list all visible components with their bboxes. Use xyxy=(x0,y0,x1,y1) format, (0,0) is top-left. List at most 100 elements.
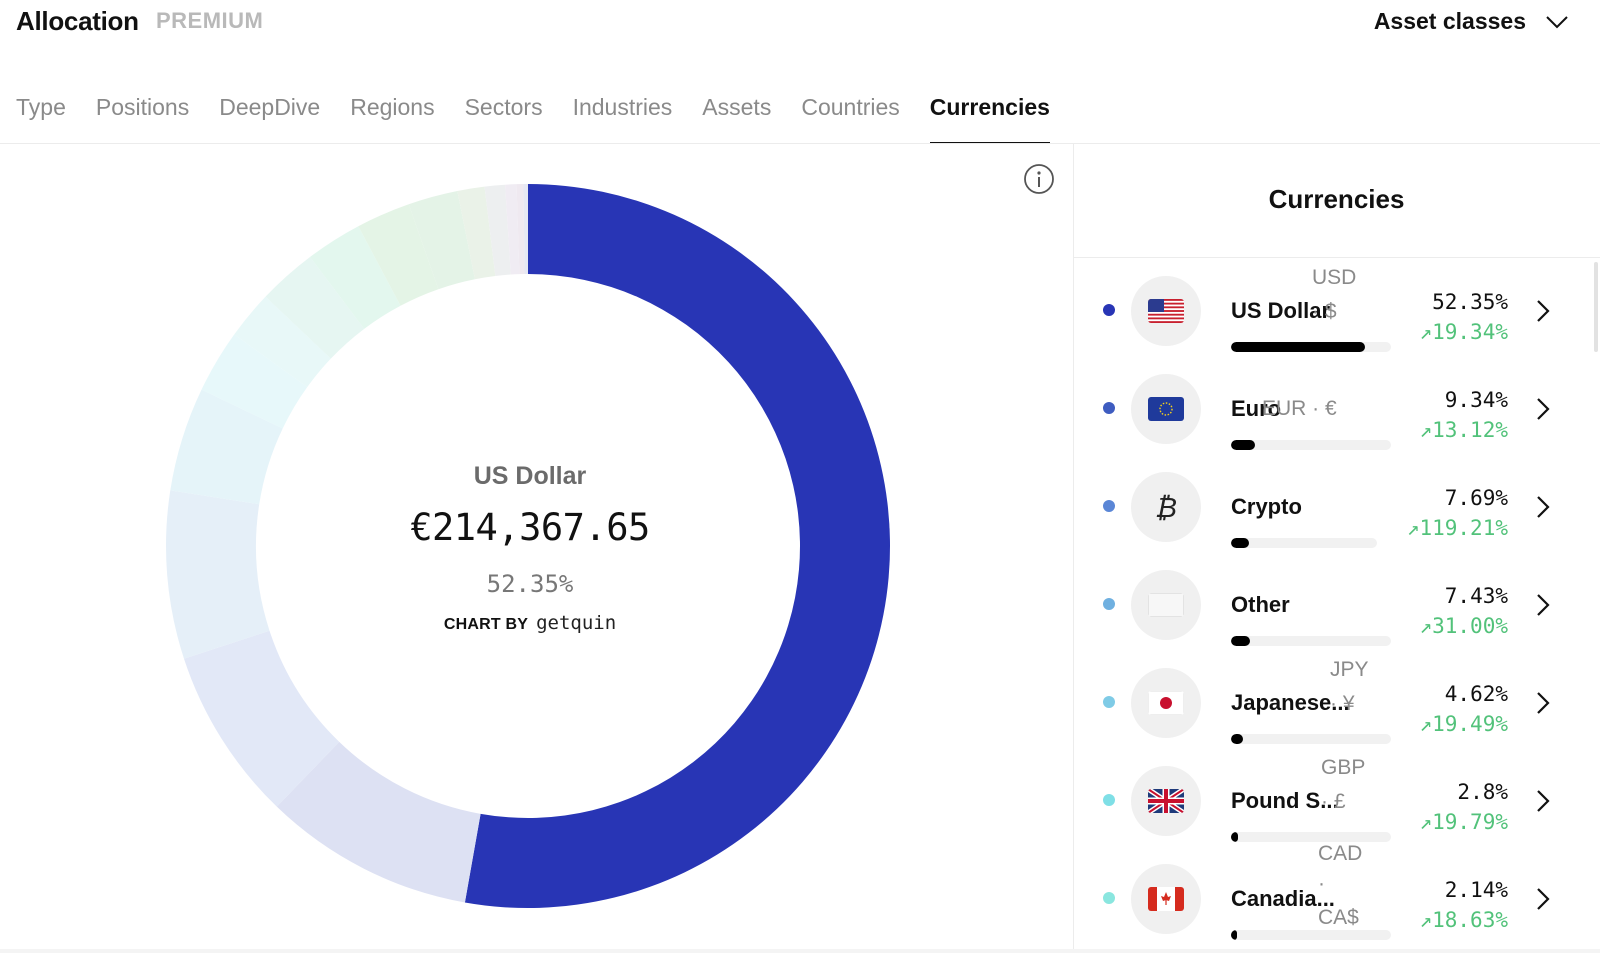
chevron-right-icon[interactable] xyxy=(1533,298,1553,324)
allocation-percent: 2.8% xyxy=(1457,780,1508,804)
donut-slice-4[interactable] xyxy=(165,490,270,659)
currency-name: Crypto xyxy=(1231,494,1302,519)
performance-change: ↗19.49% xyxy=(1419,712,1508,736)
chevron-right-icon[interactable] xyxy=(1533,788,1553,814)
donut-slice-15[interactable] xyxy=(516,184,525,275)
donut-slice-1[interactable] xyxy=(464,184,890,909)
donut-slice-7[interactable] xyxy=(234,296,331,388)
chevron-right-icon[interactable] xyxy=(1533,396,1553,422)
page-title: Allocation xyxy=(16,6,139,36)
chevron-right-icon[interactable] xyxy=(1533,592,1553,618)
currency-name: US Dollar xyxy=(1231,298,1331,323)
allocation-bar-fill xyxy=(1231,538,1249,548)
currency-symbol: CA$ xyxy=(1318,906,1359,929)
currency-avatar xyxy=(1131,864,1201,934)
tab-sectors[interactable]: Sectors xyxy=(464,94,543,120)
donut-slice-5[interactable] xyxy=(170,389,283,505)
allocation-percent: 7.43% xyxy=(1444,584,1508,608)
currency-row[interactable]: Euro EUR · € 9.34% ↗13.12% xyxy=(1073,356,1600,456)
eu-flag-icon xyxy=(1148,397,1184,421)
allocation-percent: 4.62% xyxy=(1444,682,1508,706)
allocation-percent: 52.35% xyxy=(1432,290,1508,314)
tab-countries[interactable]: Countries xyxy=(801,94,900,120)
currency-name: Japanese... xyxy=(1231,690,1350,715)
getquin-logo: getquin xyxy=(536,612,617,634)
donut-slice-16[interactable] xyxy=(523,184,528,275)
scrollbar[interactable] xyxy=(1594,262,1598,352)
premium-badge: PREMIUM xyxy=(156,8,264,33)
currency-symbol: · £ xyxy=(1321,790,1346,813)
currency-code: CAD xyxy=(1318,842,1363,865)
allocation-percent: 9.34% xyxy=(1444,388,1508,412)
currency-avatar xyxy=(1131,570,1201,640)
chevron-right-icon[interactable] xyxy=(1533,494,1553,520)
currency-list: US Dollar USD · $ 52.35% ↗19.34% Euro EUR · € 9… xyxy=(1073,258,1600,949)
performance-change: ↗18.63% xyxy=(1419,908,1508,932)
currency-row[interactable]: Other 7.43% ↗31.00% xyxy=(1073,552,1600,652)
tab-currencies[interactable]: Currencies xyxy=(929,78,1051,144)
chevron-right-icon[interactable] xyxy=(1533,690,1553,716)
currency-symbol: · xyxy=(1318,872,1325,895)
currency-row[interactable]: Japanese... JPY · ¥ 4.62% ↗19.49% xyxy=(1073,650,1600,750)
donut-slice-6[interactable] xyxy=(201,334,308,429)
currency-symbol: · $ xyxy=(1312,300,1337,323)
allocation-bar xyxy=(1231,832,1391,842)
donut-center-value: €214,367.65 xyxy=(410,506,650,549)
currency-row[interactable]: Pound S... GBP · £ 2.8% ↗19.79% xyxy=(1073,748,1600,848)
donut-slice-3[interactable] xyxy=(183,630,340,807)
performance-change: ↗19.79% xyxy=(1419,810,1508,834)
tab-industries[interactable]: Industries xyxy=(572,94,673,120)
performance-change: ↗119.21% xyxy=(1406,516,1508,540)
performance-change: ↗31.00% xyxy=(1419,614,1508,638)
asset-classes-dropdown[interactable]: Asset classes xyxy=(1374,8,1570,35)
info-icon[interactable] xyxy=(1023,163,1055,195)
sidebar-title: Currencies xyxy=(1268,184,1405,214)
allocation-bar-fill xyxy=(1231,832,1238,842)
donut-slice-14[interactable] xyxy=(505,184,520,275)
tab-deepdive[interactable]: DeepDive xyxy=(219,94,321,120)
currency-row[interactable]: ₿ Crypto 7.69% ↗119.21% xyxy=(1073,454,1600,554)
allocation-bar-fill xyxy=(1231,734,1243,744)
currency-avatar xyxy=(1131,374,1201,444)
tab-bar: Type Positions DeepDive Regions Sectors … xyxy=(0,78,1064,144)
tab-type[interactable]: Type xyxy=(16,94,66,120)
tab-assets[interactable]: Assets xyxy=(702,94,772,120)
allocation-percent: 2.14% xyxy=(1444,878,1508,902)
donut-slice-8[interactable] xyxy=(265,256,365,359)
bottom-edge xyxy=(0,949,1600,953)
allocation-bar xyxy=(1231,342,1391,352)
bitcoin-icon: ₿ xyxy=(1155,491,1177,524)
donut-slice-13[interactable] xyxy=(484,184,511,276)
currency-code: JPY xyxy=(1330,658,1369,681)
chevron-right-icon[interactable] xyxy=(1533,886,1553,912)
donut-slice-2[interactable] xyxy=(276,741,481,903)
header: Allocation PREMIUM Asset classes xyxy=(0,0,1600,60)
currency-code: GBP xyxy=(1321,756,1366,779)
donut-slice-9[interactable] xyxy=(310,226,401,329)
currency-avatar xyxy=(1131,766,1201,836)
currency-name: Other xyxy=(1231,592,1290,617)
donut-slice-12[interactable] xyxy=(457,186,496,280)
currency-avatar xyxy=(1131,668,1201,738)
currency-row[interactable]: US Dollar USD · $ 52.35% ↗19.34% xyxy=(1073,258,1600,358)
currency-donut-chart[interactable] xyxy=(160,178,896,914)
allocation-bar-fill xyxy=(1231,930,1237,940)
tab-regions[interactable]: Regions xyxy=(350,94,435,120)
performance-change: ↗13.12% xyxy=(1419,418,1508,442)
series-color-dot xyxy=(1103,304,1115,316)
donut-slice-11[interactable] xyxy=(408,190,475,290)
donut-center-label: US Dollar xyxy=(473,462,587,490)
series-color-dot xyxy=(1103,892,1115,904)
chart-credit: CHART BY getquin xyxy=(330,612,730,634)
currency-symbol: · ¥ xyxy=(1330,692,1355,715)
chart-credit-label: CHART BY xyxy=(443,616,529,633)
allocation-percent: 7.69% xyxy=(1444,486,1508,510)
donut-slice-10[interactable] xyxy=(358,204,439,306)
currency-name: Pound S... xyxy=(1231,788,1339,813)
allocation-bar xyxy=(1231,440,1391,450)
tab-positions[interactable]: Positions xyxy=(95,94,190,120)
series-color-dot xyxy=(1103,598,1115,610)
canada-flag-icon xyxy=(1148,887,1184,911)
currency-row[interactable]: Canadia... CAD · CA$ 2.14% ↗18.63% xyxy=(1073,842,1600,946)
currency-code: EUR · € xyxy=(1262,397,1337,420)
